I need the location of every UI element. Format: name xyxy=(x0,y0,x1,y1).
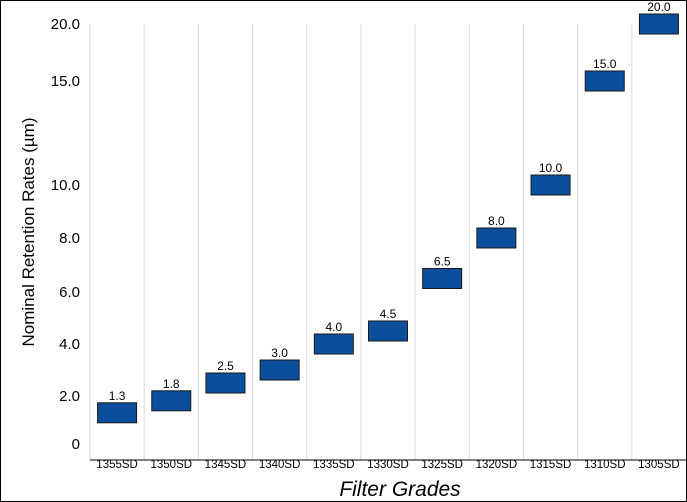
bar xyxy=(205,372,246,394)
y-tick-label: 8.0 xyxy=(59,230,80,247)
x-axis-label: Filter Grades xyxy=(339,478,461,501)
data-labels: 1.3 1.8 2.5 3.0 4.0 4.5 6.5 8.0 10.0 15.0 20.0 xyxy=(109,0,671,403)
data-label: 4.0 xyxy=(325,320,342,334)
data-label: 2.5 xyxy=(217,359,234,373)
data-label: 8.0 xyxy=(488,214,505,228)
data-label: 20.0 xyxy=(647,0,671,14)
y-tick-label: 0 xyxy=(72,436,80,453)
data-label: 4.5 xyxy=(380,307,397,321)
bar xyxy=(368,320,408,342)
y-tick-label: 6.0 xyxy=(59,284,80,301)
bar xyxy=(151,390,192,412)
y-tick-label: 15.0 xyxy=(51,73,80,90)
bar xyxy=(97,402,138,424)
x-tick-label: 1325SD xyxy=(421,459,463,471)
bar xyxy=(584,70,625,92)
x-tick-label: 1335SD xyxy=(313,459,355,471)
y-axis-ticks: 0 2.0 4.0 6.0 8.0 10.0 15.0 20.0 xyxy=(51,16,80,453)
bars xyxy=(97,13,679,424)
y-tick-label: 10.0 xyxy=(51,177,80,194)
x-tick-label: 1350SD xyxy=(150,459,192,471)
x-tick-label: 1310SD xyxy=(584,459,626,471)
y-axis-label: Nominal Retention Rates (µm) xyxy=(19,118,38,347)
x-tick-label: 1305SD xyxy=(638,459,680,471)
x-tick-label: 1315SD xyxy=(530,459,572,471)
grid xyxy=(89,24,633,460)
x-tick-label: 1355SD xyxy=(96,459,138,471)
x-axis-ticks: 1355SD 1350SD 1345SD 1340SD 1335SD 1330SD 1325… xyxy=(96,459,679,471)
data-label: 3.0 xyxy=(271,346,288,360)
x-tick-label: 1345SD xyxy=(205,459,247,471)
x-tick-label: 1320SD xyxy=(476,459,518,471)
x-tick-label: 1340SD xyxy=(259,459,301,471)
data-label: 15.0 xyxy=(593,57,617,71)
y-tick-label: 2.0 xyxy=(59,388,80,405)
data-label: 1.3 xyxy=(109,389,126,403)
bar xyxy=(638,13,679,35)
bar xyxy=(530,174,571,196)
data-label: 1.8 xyxy=(163,377,180,391)
bar xyxy=(422,268,463,289)
bar xyxy=(476,227,517,249)
bar xyxy=(259,359,300,381)
bar xyxy=(313,333,354,355)
y-tick-label: 20.0 xyxy=(51,16,80,33)
x-tick-label: 1330SD xyxy=(367,459,409,471)
data-label: 10.0 xyxy=(539,161,563,175)
y-tick-label: 4.0 xyxy=(59,336,80,353)
data-label: 6.5 xyxy=(434,255,451,269)
